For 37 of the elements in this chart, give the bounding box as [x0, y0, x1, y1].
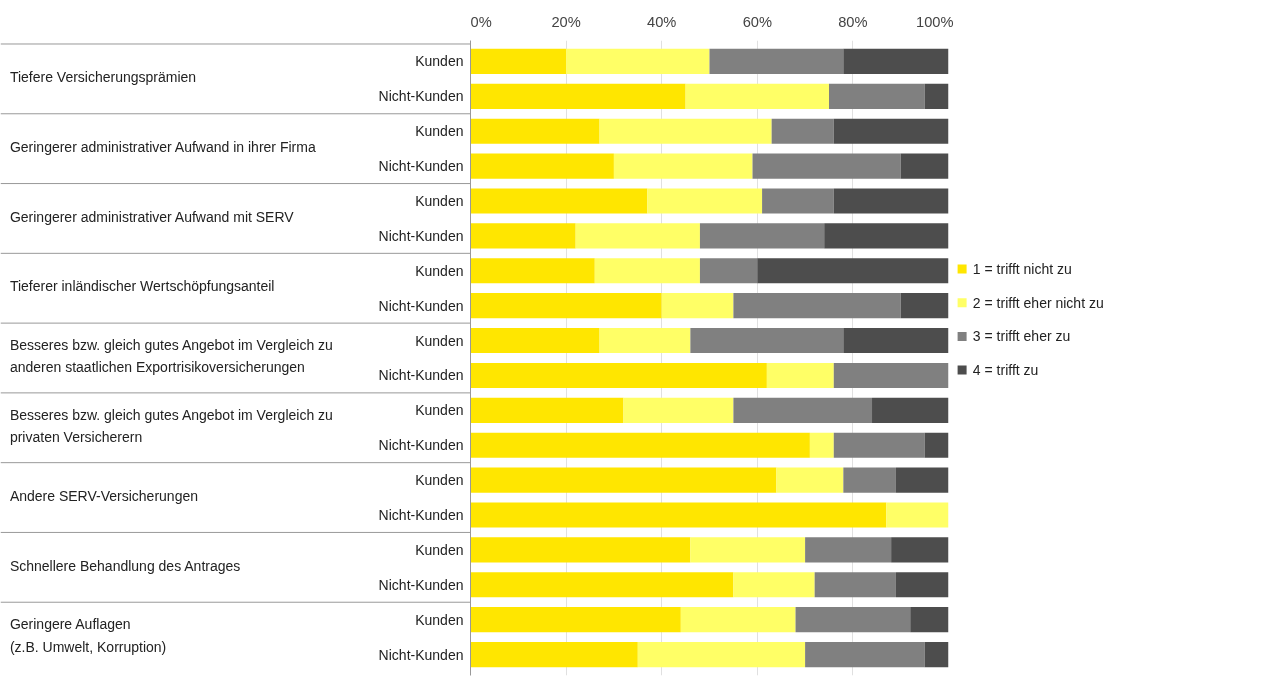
text: Tiefere Versicherungsprämien — [9, 69, 197, 86]
x-tick-label: 100% — [916, 13, 954, 30]
text: Besseres bzw. gleich gutes Angebot im Vergleich zu privaten Versicherern — [9, 406, 333, 446]
y-tick-label: Nicht-Kunden — [378, 437, 464, 454]
legend-label: 1 = trifft nicht zu — [972, 261, 1072, 278]
text: Geringere Auflagen (z.B. Umwelt, Korruption) — [9, 616, 167, 655]
y-tick-label: Kunden — [415, 472, 464, 489]
text: Geringerer administrativer Aufwand mit SERV — [9, 208, 295, 225]
y-tick-label: Nicht-Kunden — [378, 507, 464, 524]
y-tick-label: Kunden — [415, 611, 464, 628]
legend-label: 3 = trifft eher zu — [972, 328, 1071, 345]
y-tick-label: Kunden — [415, 192, 464, 209]
y-tick-label: Nicht-Kunden — [378, 227, 464, 244]
y-tick-label: Kunden — [415, 53, 464, 70]
y-tick-label: Kunden — [415, 541, 464, 558]
y-tick-label: Nicht-Kunden — [378, 576, 464, 593]
x-tick-label: 40% — [647, 13, 677, 30]
y-tick-label: Kunden — [415, 402, 464, 419]
y-tick-label: Kunden — [415, 332, 464, 349]
legend-label: 4 = trifft zu — [972, 362, 1039, 379]
y-tick-label: Nicht-Kunden — [378, 367, 464, 384]
y-tick-label: Nicht-Kunden — [378, 88, 464, 105]
y-tick-label: Kunden — [415, 262, 464, 279]
x-tick-label: 20% — [551, 13, 581, 30]
legend-label: 2 = trifft eher nicht zu — [972, 294, 1104, 311]
x-tick-label: 80% — [838, 13, 868, 30]
y-tick-label: Nicht-Kunden — [378, 158, 464, 175]
text: Andere SERV-Versicherungen — [9, 487, 198, 504]
text: Besseres bzw. gleich gutes Angebot im Vergleich zu anderen staatlichen Exportrisikoversicherungen — [9, 337, 333, 376]
y-tick-label: Nicht-Kunden — [378, 297, 464, 314]
x-tick-label: 60% — [742, 13, 772, 30]
y-tick-label: Nicht-Kunden — [378, 646, 464, 663]
y-tick-label: Kunden — [415, 123, 464, 140]
text: Tieferer inländischer Wertschöpfungsanteil — [9, 278, 275, 295]
x-tick-label: 0% — [470, 13, 492, 30]
text: Geringerer administrativer Aufwand in ihrer Firma — [9, 138, 316, 155]
text: Schnellere Behandlung des Antrages — [9, 557, 241, 574]
